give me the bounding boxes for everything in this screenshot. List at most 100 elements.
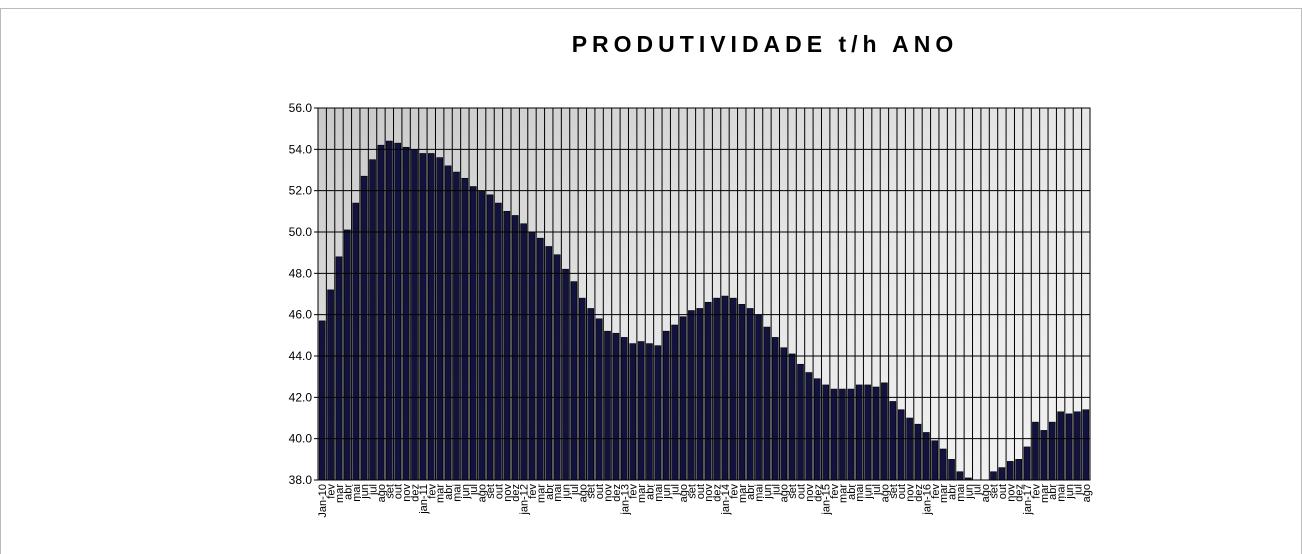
bar bbox=[386, 140, 393, 480]
bar bbox=[1057, 411, 1064, 480]
x-tick-label: mar bbox=[737, 484, 749, 503]
bar bbox=[730, 297, 737, 480]
x-tick-label: abr bbox=[644, 484, 656, 500]
bar bbox=[813, 378, 821, 480]
bar bbox=[469, 186, 477, 480]
x-tick-label: dez bbox=[913, 484, 925, 502]
x-tick-label: mar bbox=[334, 484, 346, 503]
x-tick-label: jun bbox=[963, 484, 975, 500]
bar bbox=[436, 157, 443, 480]
x-tick-label: ago bbox=[678, 484, 690, 502]
bar bbox=[872, 386, 880, 480]
bar bbox=[788, 353, 796, 480]
x-tick-label: dez bbox=[510, 484, 522, 502]
bar bbox=[1006, 461, 1014, 480]
x-tick-label: jun bbox=[863, 484, 875, 500]
bar bbox=[780, 347, 788, 480]
x-tick-label: fev bbox=[1030, 484, 1042, 499]
y-tick-label: 52.0 bbox=[289, 184, 313, 198]
x-tick-label: abr bbox=[443, 484, 455, 500]
bar bbox=[897, 409, 905, 480]
bar bbox=[906, 417, 913, 480]
bar bbox=[956, 471, 964, 480]
x-tick-label: jan-16 bbox=[921, 484, 933, 516]
bar bbox=[327, 289, 334, 480]
x-tick-label: jun bbox=[359, 484, 371, 500]
y-tick-label: 42.0 bbox=[289, 390, 313, 404]
x-tick-label: ago bbox=[477, 484, 489, 502]
bar bbox=[923, 432, 930, 480]
x-tick-label: mar bbox=[1039, 484, 1051, 503]
bar bbox=[931, 440, 939, 480]
bar bbox=[1065, 413, 1073, 480]
x-tick-label: mar bbox=[837, 484, 849, 503]
y-tick-label: 48.0 bbox=[289, 266, 313, 280]
bar bbox=[1040, 430, 1048, 480]
x-tick-label: dez bbox=[712, 484, 724, 502]
y-tick-label: 46.0 bbox=[289, 308, 313, 322]
bar bbox=[511, 215, 519, 480]
bar bbox=[637, 341, 645, 480]
x-tick-label: out bbox=[896, 484, 908, 499]
bar bbox=[377, 144, 385, 480]
x-tick-label: nov bbox=[1005, 484, 1017, 502]
bar bbox=[1032, 421, 1039, 480]
bar bbox=[713, 297, 720, 480]
x-tick-label: ago bbox=[980, 484, 992, 502]
bar bbox=[839, 388, 846, 480]
chart-title: PRODUTIVIDADE t/h ANO bbox=[572, 31, 959, 57]
bar bbox=[1015, 459, 1022, 480]
plot-border bbox=[317, 107, 1091, 481]
x-tick-label: fev bbox=[628, 484, 640, 499]
x-tick-label: mai bbox=[451, 484, 463, 502]
x-tick-label: fev bbox=[326, 484, 338, 499]
x-tick-label: fev bbox=[426, 484, 438, 499]
bar bbox=[587, 308, 595, 480]
bar bbox=[998, 467, 1006, 480]
bar bbox=[579, 297, 586, 480]
y-tick-label: 38.0 bbox=[289, 473, 313, 487]
x-tick-label: dez bbox=[410, 484, 422, 502]
x-tick-label: mai bbox=[955, 484, 967, 502]
x-tick-label: nov bbox=[401, 484, 413, 502]
y-tick-label: 40.0 bbox=[289, 432, 313, 446]
x-tick-label: jun bbox=[661, 484, 673, 500]
x-tick-label: mai bbox=[351, 484, 363, 502]
x-tick-label: Jan-10 bbox=[317, 484, 329, 518]
bar bbox=[344, 229, 351, 480]
x-tick-label: jan-17 bbox=[1022, 484, 1034, 516]
bar bbox=[394, 142, 402, 480]
x-tick-label: abr bbox=[745, 484, 757, 500]
x-tick-label: mai bbox=[754, 484, 766, 502]
x-tick-label: out bbox=[796, 484, 808, 499]
x-tick-label: ago bbox=[779, 484, 791, 502]
bar bbox=[939, 448, 947, 480]
x-tick-label: jan-14 bbox=[720, 484, 732, 516]
x-tick-label: nov bbox=[502, 484, 514, 502]
x-tick-label: abr bbox=[846, 484, 858, 500]
x-tick-label: mai bbox=[854, 484, 866, 502]
bar bbox=[360, 175, 368, 480]
x-tick-label: nov bbox=[905, 484, 917, 502]
x-tick-label: ago bbox=[376, 484, 388, 502]
x-tick-label: out bbox=[393, 484, 405, 499]
bar bbox=[562, 268, 569, 480]
x-tick-label: nov bbox=[603, 484, 615, 502]
bar bbox=[763, 326, 771, 480]
x-tick-label: mar bbox=[535, 484, 547, 503]
x-tick-label: set bbox=[586, 484, 598, 499]
bar bbox=[318, 320, 326, 480]
bar bbox=[486, 194, 494, 480]
bar bbox=[830, 388, 838, 480]
x-tick-label: mai bbox=[552, 484, 564, 502]
x-tick-label: jul bbox=[1072, 484, 1084, 496]
x-tick-label: out bbox=[493, 484, 505, 499]
x-tick-label: jun bbox=[762, 484, 774, 500]
bar bbox=[612, 332, 620, 480]
x-tick-label: set bbox=[989, 484, 1001, 499]
x-tick-label: abr bbox=[544, 484, 556, 500]
x-tick-label: set bbox=[787, 484, 799, 499]
bar bbox=[855, 384, 863, 480]
x-tick-label: fev bbox=[829, 484, 841, 499]
